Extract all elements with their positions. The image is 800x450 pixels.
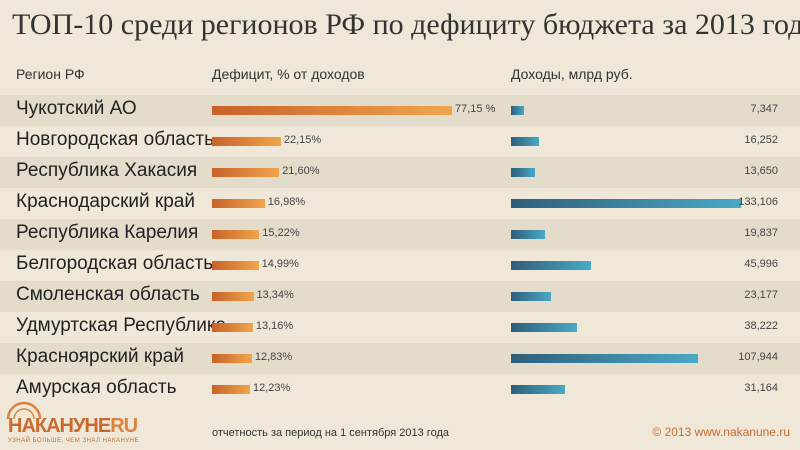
site-logo: НАКАНУНЕRU УЗНАЙ БОЛЬШЕ, ЧЕМ ЗНАЛ НАКАНУ… [6,401,139,444]
chart-row: Белгородская область 14,99% 45,996 [0,250,800,281]
income-value-label: 23,177 [744,289,778,301]
deficit-value-label: 15,22% [262,227,300,239]
income-bar [511,292,551,301]
chart-row: Республика Хакасия 21,60% 13,650 [0,157,800,188]
chart-row: Красноярский край 12,83% 107,944 [0,343,800,374]
income-value-label: 38,222 [744,320,778,332]
deficit-value-label: 13,16% [255,320,294,332]
page-title: ТОП-10 среди регионов РФ по дефициту бюд… [12,8,800,41]
income-value-label: 31,164 [744,382,778,394]
deficit-bar [212,137,281,146]
logo-tagline: УЗНАЙ БОЛЬШЕ, ЧЕМ ЗНАЛ НАКАНУНЕ [8,438,139,444]
income-bar [511,230,546,239]
sunrise-icon [6,401,42,420]
region-label: Удмуртская Республика [16,315,227,336]
income-column-header: Доходы, млрд руб. [511,66,633,82]
income-value-label: 7,347 [750,103,778,115]
income-bar [511,261,591,270]
deficit-value-label: 21,60% [282,165,320,177]
deficit-value-label: 12,23% [253,382,291,394]
deficit-bar [212,385,250,394]
chart-row: Амурская область 12,23% 31,164 [0,374,800,405]
income-bar [511,199,741,208]
copyright-link[interactable]: © 2013 www.nakanune.ru [652,425,790,439]
deficit-value-label: 14,99% [261,258,299,270]
deficit-value-label: 22,15% [283,134,322,146]
income-value-label: 45,996 [744,258,778,270]
region-label: Красноярский край [16,346,184,367]
deficit-bar [212,199,265,208]
deficit-bar [212,106,452,115]
deficit-bar [212,292,254,301]
chart-row: Смоленская область 13,34% 23,177 [0,281,800,312]
deficit-bar [212,354,252,363]
income-value-label: 107,944 [738,351,778,363]
deficit-bar [212,168,280,177]
income-value-label: 133,106 [738,196,778,208]
chart-row: Чукотский АО 77,15 % 7,347 [0,95,800,126]
income-bar [511,106,524,115]
chart-row: Удмуртская Республика 13,16% 38,222 [0,312,800,343]
chart-row: Новгородская область 22,15% 16,252 [0,126,800,157]
deficit-bar [212,230,260,239]
region-label: Белгородская область [16,253,214,274]
chart-row: Республика Карелия 15,22% 19,837 [0,219,800,250]
region-label: Амурская область [16,377,177,398]
deficit-value-label: 12,83% [254,351,293,363]
region-label: Республика Карелия [16,222,199,243]
region-label: Республика Хакасия [16,160,198,181]
deficit-value-label: 77,15 % [455,103,496,115]
footnote: отчетность за период на 1 сентября 2013 … [212,427,449,439]
income-value-label: 19,837 [744,227,778,239]
region-label: Чукотский АО [16,98,137,119]
deficit-bar [212,261,259,270]
income-bar [511,323,577,332]
deficit-value-label: 16,98% [267,196,306,208]
region-column-header: Регион РФ [16,66,85,82]
income-bar [511,168,535,177]
logo-main-text: НАКАНУНЕ [8,415,111,437]
region-label: Новгородская область [16,129,214,150]
logo-suffix-text: RU [110,415,138,437]
region-label: Краснодарский край [16,191,195,212]
income-value-label: 13,650 [744,165,778,177]
region-label: Смоленская область [16,284,200,305]
chart-row: Краснодарский край 16,98% 133,106 [0,188,800,219]
income-value-label: 16,252 [744,134,778,146]
income-bar [511,385,565,394]
income-bar [511,137,540,146]
deficit-column-header: Дефицит, % от доходов [212,66,365,82]
deficit-value-label: 13,34% [256,289,294,301]
income-bar [511,354,698,363]
deficit-bar [212,323,253,332]
